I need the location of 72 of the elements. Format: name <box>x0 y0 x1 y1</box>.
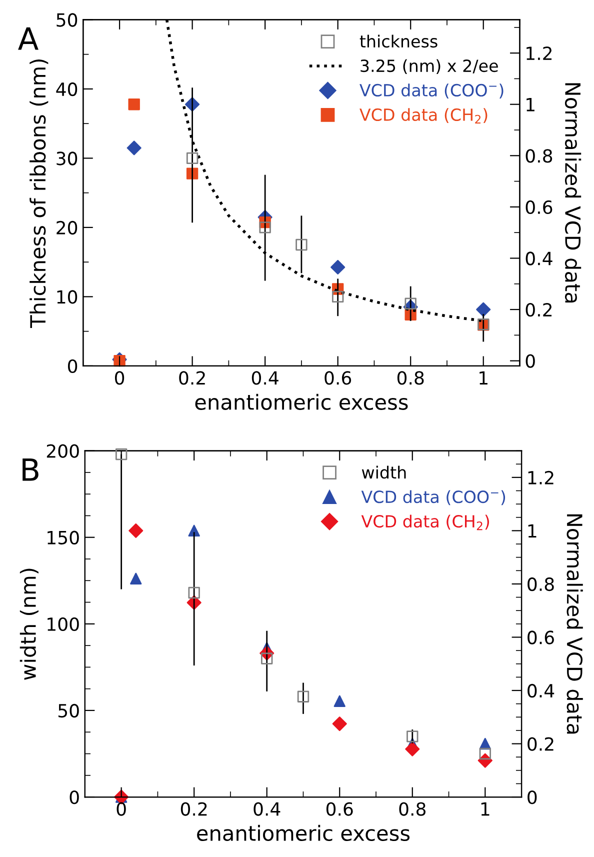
point <box>130 572 142 584</box>
point <box>406 730 418 742</box>
y-tick-label: 0 <box>70 790 79 804</box>
y-tick-label: 200 <box>46 444 79 458</box>
legend-label: VCD data (CH$_{2}$) <box>360 108 488 124</box>
point <box>330 260 346 274</box>
y2-tick-label: 0.8 <box>526 149 552 163</box>
y-tick-label: 20 <box>56 220 78 235</box>
y2-tick-label: 0 <box>526 354 535 368</box>
point <box>128 98 140 110</box>
point <box>115 448 128 460</box>
x-tick-label: 0.2 <box>179 371 205 385</box>
x-tick-label: 1 <box>480 371 488 385</box>
x-tick-label: 0.6 <box>324 371 352 385</box>
point <box>332 716 347 732</box>
point <box>296 238 308 251</box>
x-tick-label: 0.4 <box>254 802 280 816</box>
legend-label: VCD data (COO$^{−}$) <box>360 84 504 98</box>
x-tick-label: 0.8 <box>399 802 426 816</box>
legend-label: width <box>362 466 406 479</box>
y2-tick-label: 1 <box>528 524 536 538</box>
text: A <box>18 27 38 50</box>
y2-tick-label: 1.2 <box>526 46 552 60</box>
point <box>297 690 310 702</box>
x-tick-label: 0.6 <box>326 802 353 816</box>
point <box>479 748 491 760</box>
y2-tick-label: 0.2 <box>528 737 554 751</box>
y2-tick-label: 1 <box>526 98 534 112</box>
point <box>128 523 144 538</box>
point <box>404 298 416 310</box>
y2-tick-label: 0.4 <box>526 252 552 266</box>
legend-label: VCD data (COO$^{−}$) <box>361 490 506 506</box>
y-tick-label: 30 <box>56 152 78 166</box>
y-axis-title: width (nm) <box>20 568 38 680</box>
y2-tick-label: 0.6 <box>526 200 552 214</box>
y-tick-label: 50 <box>58 704 79 718</box>
y2-tick-label: 0.6 <box>528 630 554 644</box>
y2-tick-label: 0.2 <box>526 302 552 317</box>
point <box>188 586 200 599</box>
y-tick-label: 150 <box>48 530 79 544</box>
point <box>186 152 198 164</box>
y-tick-label: 10 <box>57 290 78 304</box>
y2-tick-label: 1.2 <box>528 470 554 484</box>
x-tick-label: 0.4 <box>252 371 278 385</box>
legend-label: VCD data (CH$_{2}$) <box>361 514 489 530</box>
x-tick-label: 1 <box>481 802 490 816</box>
text: B <box>22 458 38 481</box>
legend-label: thickness <box>360 34 438 48</box>
y-tick-label: 0 <box>68 359 78 374</box>
x-tick-label: 0 <box>114 371 124 385</box>
point <box>476 302 491 317</box>
x-tick-label: 0 <box>116 802 126 816</box>
point <box>259 222 271 234</box>
point <box>261 652 273 664</box>
y-tick-label: 50 <box>56 13 78 27</box>
y2-tick-label: 0.8 <box>528 577 554 592</box>
y2-axis-title: Normalized VCD data <box>564 83 582 303</box>
x-tick-label: 0.8 <box>397 371 424 385</box>
y2-axis-title: Normalized VCD data <box>566 514 583 734</box>
y2-tick-label: 0.4 <box>528 684 554 698</box>
point <box>334 695 346 707</box>
point <box>126 140 142 156</box>
y2-tick-label: 0 <box>528 790 537 804</box>
y-tick-label: 100 <box>48 617 79 632</box>
point <box>332 290 344 303</box>
x-axis-title: enantiomeric excess <box>195 394 408 410</box>
point <box>405 742 420 756</box>
y-tick-label: 40 <box>56 82 78 96</box>
y-axis-title: Thickness of ribbons (nm) <box>30 59 48 328</box>
legend-label: 3.25 (nm) x 2/ee <box>360 59 498 74</box>
x-axis-title: enantiomeric excess <box>197 824 410 842</box>
x-tick-label: 0.2 <box>180 802 207 816</box>
